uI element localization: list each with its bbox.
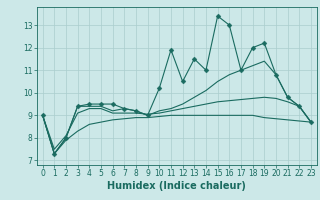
X-axis label: Humidex (Indice chaleur): Humidex (Indice chaleur) bbox=[108, 181, 246, 191]
